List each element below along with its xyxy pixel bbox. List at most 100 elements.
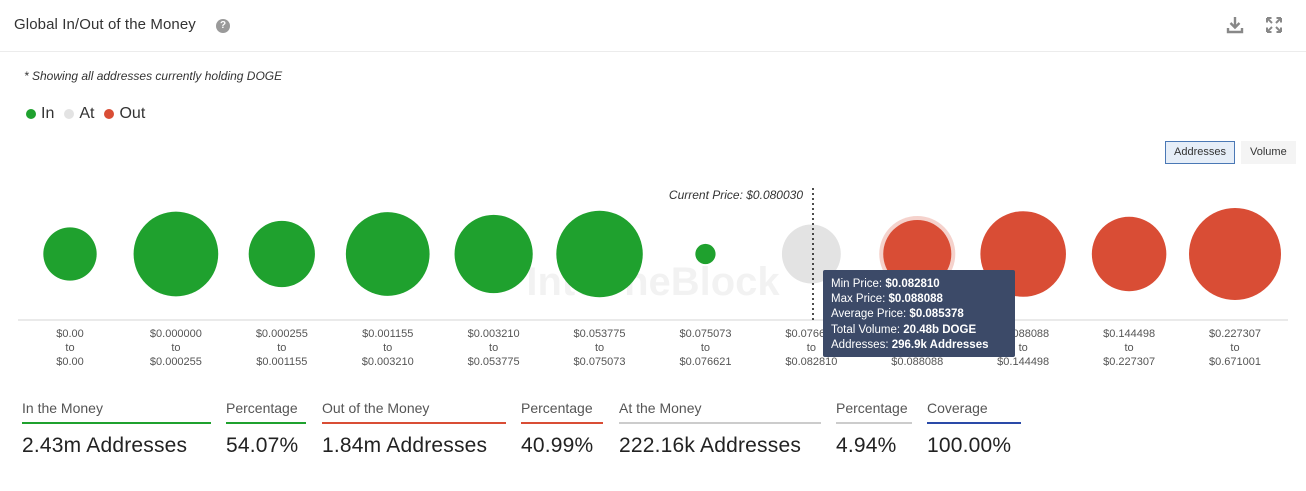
stat-label: At the Money xyxy=(619,400,821,424)
stat-in-the-money: In the Money 2.43m Addresses xyxy=(22,400,211,458)
bubble-in[interactable] xyxy=(133,211,219,297)
bucket-to-word: to xyxy=(1124,342,1133,354)
tooltip-avg-label: Average Price: xyxy=(831,308,907,321)
stat-coverage: Coverage 100.00% xyxy=(927,400,1021,458)
stat-out-of-the-money: Out of the Money 1.84m Addresses xyxy=(322,400,506,458)
bubble-in[interactable] xyxy=(345,212,430,296)
bucket-to-word: to xyxy=(171,342,180,354)
stat-in-percentage: Percentage 54.07% xyxy=(226,400,306,458)
tooltip-min-value: $0.082810 xyxy=(885,278,940,290)
download-icon[interactable] xyxy=(1224,14,1246,36)
bucket-from-label: $0.000000 xyxy=(150,328,202,340)
bucket-to-word: to xyxy=(277,342,286,354)
bubble-in[interactable] xyxy=(695,243,716,265)
bucket-from-label: $0.000255 xyxy=(256,328,308,340)
tooltip-addresses: Addresses: 296.9k Addresses xyxy=(831,338,1007,353)
legend-dot-at xyxy=(64,109,75,119)
bucket-from-label: $0.227307 xyxy=(1209,328,1261,340)
stat-label: Out of the Money xyxy=(322,400,506,424)
bucket-to-label: $0.001155 xyxy=(256,356,307,368)
bubble-in[interactable] xyxy=(454,214,533,294)
bubble-chart: IntoTheBlock$0.00to$0.00$0.000000to$0.00… xyxy=(18,188,1288,368)
legend-dot-out xyxy=(104,109,115,119)
stat-value: 40.99% xyxy=(521,434,594,457)
stat-value: 4.94% xyxy=(836,434,897,457)
stat-label: Percentage xyxy=(521,400,603,424)
bubble-in[interactable] xyxy=(248,220,315,288)
bucket-from-label: $0.053775 xyxy=(574,328,626,340)
tooltip-vol-label: Total Volume: xyxy=(831,323,901,336)
volume-toggle-button[interactable]: Volume xyxy=(1241,141,1296,164)
bubble-in[interactable] xyxy=(556,210,643,298)
current-price-label: Current Price: $0.080030 xyxy=(669,188,803,202)
stat-label: Percentage xyxy=(836,400,912,424)
stat-out-percentage: Percentage 40.99% xyxy=(521,400,603,458)
bubble-in[interactable] xyxy=(43,227,97,281)
bucket-to-word: to xyxy=(807,342,816,354)
bucket-to-label: $0.082810 xyxy=(785,356,837,368)
bucket-to-word: to xyxy=(595,342,604,354)
bucket-to-word: to xyxy=(383,342,392,354)
bucket-from-label: $0.075073 xyxy=(679,328,731,340)
bucket-tooltip: Min Price: $0.082810 Max Price: $0.08808… xyxy=(823,270,1015,357)
tooltip-max-value: $0.088088 xyxy=(888,293,943,306)
holdings-note: * Showing all addresses currently holdin… xyxy=(24,69,283,83)
stat-value: 222.16k Addresses xyxy=(619,434,802,457)
bucket-to-label: $0.227307 xyxy=(1103,356,1155,368)
bucket-to-label: $0.144498 xyxy=(997,356,1049,368)
bucket-to-label: $0.075073 xyxy=(574,356,626,368)
tooltip-avg-price: Average Price: $0.085378 xyxy=(831,307,1007,322)
tooltip-addr-value: 296.9k Addresses xyxy=(891,338,989,351)
widget-title: Global In/Out of the Money xyxy=(14,16,196,33)
tooltip-total-volume: Total Volume: 20.48b DOGE xyxy=(831,323,1007,338)
bucket-to-label: $0.00 xyxy=(56,356,84,368)
legend-item-at[interactable]: At xyxy=(64,105,94,123)
tooltip-min-price: Min Price: $0.082810 xyxy=(831,277,1007,292)
chart-legend: In At Out xyxy=(26,105,155,123)
bubble-out[interactable] xyxy=(1189,208,1281,300)
stat-value: 100.00% xyxy=(927,434,1012,457)
bucket-to-label: $0.671001 xyxy=(1209,356,1261,368)
bucket-from-label: $0.001155 xyxy=(362,328,413,340)
question-circle-icon[interactable]: ? xyxy=(216,19,230,33)
tooltip-addr-label: Addresses: xyxy=(831,338,889,351)
bucket-to-word: to xyxy=(1019,342,1028,354)
stat-at-percentage: Percentage 4.94% xyxy=(836,400,912,458)
bucket-from-label: $0.003210 xyxy=(468,328,520,340)
bubble-out[interactable] xyxy=(1091,216,1167,292)
legend-item-out[interactable]: Out xyxy=(104,105,145,123)
stat-at-the-money: At the Money 222.16k Addresses xyxy=(619,400,821,458)
bucket-from-label: $0.00 xyxy=(56,328,84,340)
legend-label-in: In xyxy=(41,105,55,122)
stat-label: Coverage xyxy=(927,400,1021,424)
tooltip-avg-value: $0.085378 xyxy=(909,308,964,321)
tooltip-max-price: Max Price: $0.088088 xyxy=(831,292,1007,307)
legend-label-at: At xyxy=(79,105,95,122)
tooltip-min-label: Min Price: xyxy=(831,278,883,290)
bucket-from-label: $0.144498 xyxy=(1103,328,1155,340)
money-stats: In the Money 2.43m Addresses Percentage … xyxy=(0,400,1306,480)
bubble-at[interactable] xyxy=(781,224,841,284)
stat-value: 1.84m Addresses xyxy=(322,434,488,457)
bucket-to-label: $0.003210 xyxy=(362,356,414,368)
bucket-to-label: $0.000255 xyxy=(150,356,202,368)
widget-header: Global In/Out of the Money ? xyxy=(0,0,1306,52)
bucket-to-word: to xyxy=(1230,342,1239,354)
legend-label-out: Out xyxy=(119,105,146,122)
bucket-to-label: $0.053775 xyxy=(468,356,520,368)
bucket-to-label: $0.076621 xyxy=(679,356,731,368)
expand-icon[interactable] xyxy=(1263,14,1285,36)
stat-label: In the Money xyxy=(22,400,211,424)
stat-label: Percentage xyxy=(226,400,306,424)
tooltip-vol-value: 20.48b DOGE xyxy=(903,323,977,336)
legend-dot-in xyxy=(26,109,36,119)
bucket-to-label: $0.088088 xyxy=(891,356,943,368)
stat-value: 2.43m Addresses xyxy=(22,434,188,457)
addresses-toggle-button[interactable]: Addresses xyxy=(1165,141,1235,164)
bucket-to-word: to xyxy=(701,342,710,354)
stat-value: 54.07% xyxy=(226,434,299,457)
bucket-to-word: to xyxy=(489,342,498,354)
legend-item-in[interactable]: In xyxy=(26,105,54,123)
tooltip-max-label: Max Price: xyxy=(831,293,886,306)
bucket-to-word: to xyxy=(65,342,74,354)
